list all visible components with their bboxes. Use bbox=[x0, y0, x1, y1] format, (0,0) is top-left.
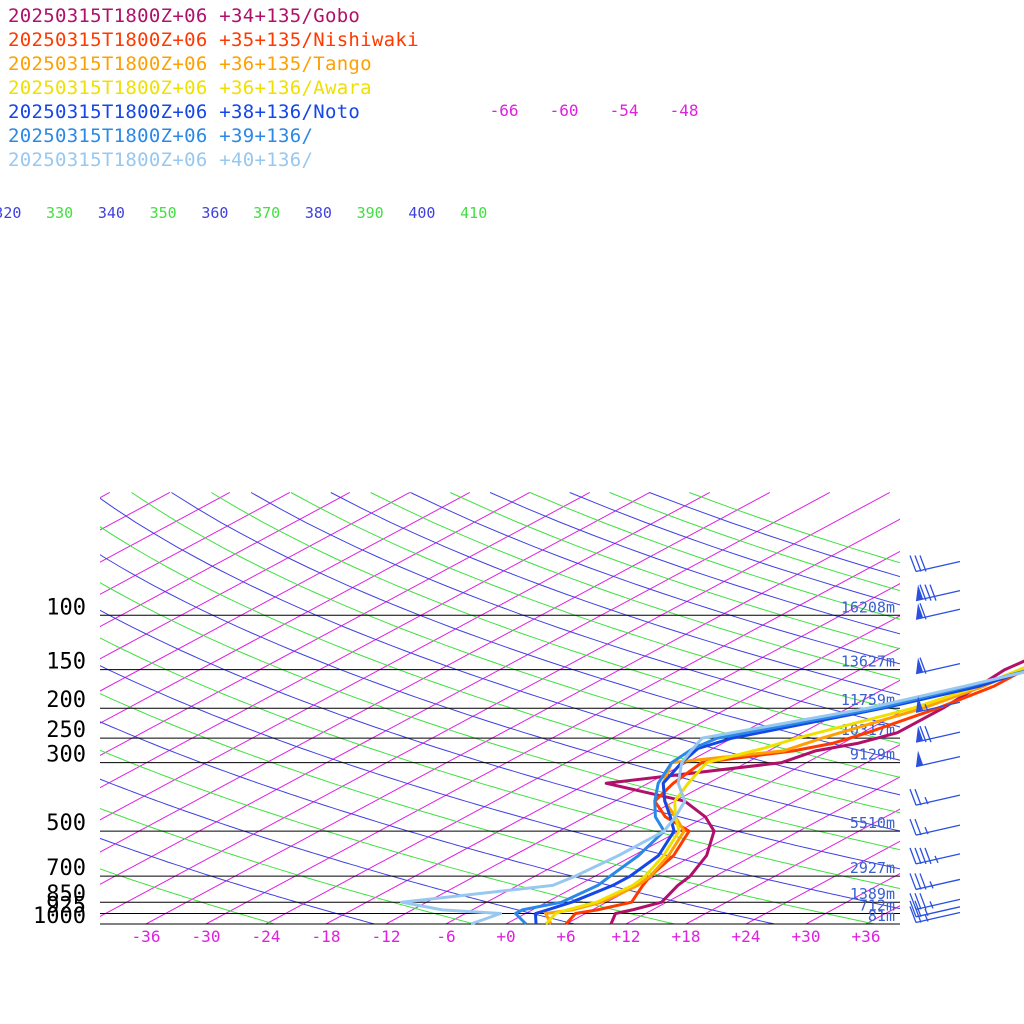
wind-barbs bbox=[909, 555, 961, 924]
series-line-1 bbox=[604, 659, 1024, 925]
x-tick-label: -36 bbox=[132, 927, 161, 946]
isotherm-label: -60 bbox=[550, 101, 579, 120]
legend-entry: 20250315T1800Z+06 +38+136/Noto bbox=[8, 101, 361, 123]
isotherm-line bbox=[625, 776, 900, 924]
isotherm-line bbox=[0, 492, 50, 924]
theta-label: 360 bbox=[201, 204, 228, 222]
theta-label: 390 bbox=[357, 204, 384, 222]
wind-barb bbox=[915, 603, 961, 620]
theta-label: 400 bbox=[408, 204, 435, 222]
legend: 20250315T1800Z+06 +34+135/Gobo 20250315T1… bbox=[8, 4, 419, 172]
series-line-7 bbox=[400, 670, 1024, 926]
x-tick-label: -12 bbox=[372, 927, 401, 946]
legend-entry: 20250315T1800Z+06 +34+135/Gobo bbox=[8, 5, 361, 27]
dry-adiabat-line bbox=[100, 721, 775, 924]
wind-barb bbox=[909, 906, 961, 924]
x-tick-label: +0 bbox=[496, 927, 515, 946]
pressure-label: 850 bbox=[46, 882, 86, 907]
theta-label: 410 bbox=[460, 204, 487, 222]
pressure-label: 300 bbox=[46, 743, 86, 768]
wind-barb bbox=[909, 900, 961, 918]
height-label: 13627m bbox=[841, 653, 895, 671]
sounding-profiles bbox=[400, 659, 1024, 926]
isotherm-line bbox=[100, 492, 471, 692]
height-label: 2927m bbox=[850, 859, 895, 877]
x-tick-label: +24 bbox=[732, 927, 761, 946]
isotherm-line bbox=[100, 492, 351, 628]
wind-barb bbox=[909, 847, 961, 865]
series-line-6 bbox=[514, 669, 1024, 926]
legend-entry: 20250315T1800Z+06 +39+136/ bbox=[8, 125, 314, 147]
wind-barb bbox=[915, 584, 961, 602]
wind-barb bbox=[915, 696, 961, 713]
pressure-label: 1000 bbox=[33, 904, 86, 929]
pressure-label: 500 bbox=[46, 811, 86, 836]
x-tick-label: -18 bbox=[312, 927, 341, 946]
dry-adiabat-line bbox=[100, 778, 575, 924]
pressure-label: 925 bbox=[46, 894, 86, 919]
isotherm-label: -66 bbox=[490, 101, 519, 120]
pressure-level-lines bbox=[100, 614, 900, 925]
pressure-label: 150 bbox=[46, 650, 86, 675]
x-tick-label: +36 bbox=[852, 927, 881, 946]
x-tick-label: +30 bbox=[792, 927, 821, 946]
x-tick-label: +6 bbox=[556, 927, 575, 946]
theta-label: 330 bbox=[46, 204, 73, 222]
x-tick-label: +12 bbox=[612, 927, 641, 946]
height-label: 10317m bbox=[841, 721, 895, 739]
wind-barb bbox=[909, 873, 961, 891]
legend-entry: 20250315T1800Z+06 +36+135/Tango bbox=[8, 53, 372, 75]
wind-barb bbox=[909, 788, 961, 806]
pressure-label: 700 bbox=[46, 856, 86, 881]
series-line-3 bbox=[544, 666, 1024, 925]
dry-adiabat-line bbox=[100, 868, 275, 924]
x-tick-label: +18 bbox=[672, 927, 701, 946]
pressure-label: 250 bbox=[46, 718, 86, 743]
height-label: 5510m bbox=[850, 814, 895, 832]
theta-label: 350 bbox=[150, 204, 177, 222]
isotherm-line bbox=[745, 840, 900, 924]
pressure-label: 200 bbox=[46, 688, 86, 713]
wind-barb bbox=[915, 750, 961, 768]
wind-barb bbox=[909, 555, 961, 573]
wind-barb bbox=[909, 818, 961, 836]
height-label: 9129m bbox=[850, 746, 895, 764]
series-line-4 bbox=[544, 666, 1024, 926]
series-line-2 bbox=[564, 668, 1024, 926]
theta-label: 320 bbox=[0, 204, 21, 222]
height-label: 81m bbox=[868, 907, 895, 925]
dry-adiabat-line bbox=[100, 837, 375, 924]
legend-entry: 20250315T1800Z+06 +40+136/ bbox=[8, 149, 314, 171]
isotherm-line bbox=[100, 492, 411, 660]
isotherm-line bbox=[565, 744, 900, 924]
theta-label: 370 bbox=[253, 204, 280, 222]
isotherm-label: -48 bbox=[670, 101, 699, 120]
legend-entry: 20250315T1800Z+06 +35+135/Nishiwaki bbox=[8, 29, 419, 51]
height-label: 1389m bbox=[850, 885, 895, 903]
isotherm-line bbox=[100, 492, 291, 595]
x-tick-label: -24 bbox=[252, 927, 281, 946]
dry-adiabat-line bbox=[100, 807, 475, 924]
wind-barb bbox=[915, 725, 961, 743]
height-label: 712m bbox=[859, 897, 895, 915]
isotherm-line bbox=[505, 711, 900, 924]
theta-label: 340 bbox=[98, 204, 125, 222]
wind-barb bbox=[915, 657, 961, 675]
x-tick-label: -30 bbox=[192, 927, 221, 946]
isotherm-label: -54 bbox=[610, 101, 639, 120]
series-line-5 bbox=[534, 669, 1024, 925]
x-tick-label: -6 bbox=[436, 927, 455, 946]
pressure-label: 100 bbox=[46, 595, 86, 620]
height-label: 16208m bbox=[841, 598, 895, 616]
legend-entry: 20250315T1800Z+06 +36+136/Awara bbox=[8, 77, 372, 99]
isotherm-line bbox=[685, 808, 900, 924]
theta-label: 380 bbox=[305, 204, 332, 222]
